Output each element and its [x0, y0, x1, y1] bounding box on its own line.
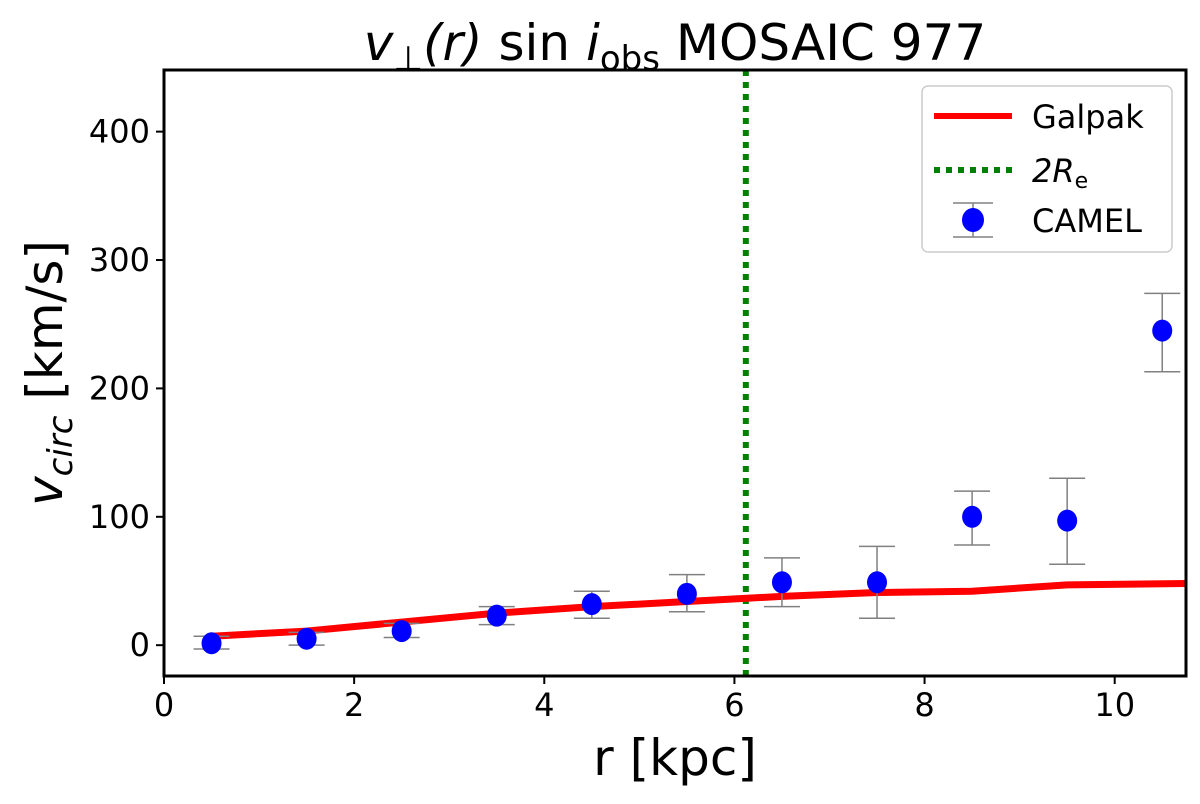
legend-galpak-label: Galpak	[1032, 98, 1144, 136]
legend-2re-label: 2Re	[1032, 152, 1088, 194]
camel-point	[201, 632, 222, 655]
plot-area	[193, 70, 1186, 676]
y-tick-label: 0	[130, 626, 150, 664]
x-tick-label: 6	[724, 686, 744, 724]
chart-title: v⊥(r) sin iobs MOSAIC 977	[364, 14, 986, 79]
camel-point	[771, 571, 792, 594]
camel-point	[962, 505, 983, 528]
camel-point	[391, 620, 412, 643]
x-tick-label: 8	[914, 686, 934, 724]
y-tick-label: 300	[89, 241, 150, 279]
x-tick-label: 10	[1094, 686, 1135, 724]
x-tick-label: 4	[534, 686, 554, 724]
galpak-line	[211, 580, 1186, 640]
legend-camel-label: CAMEL	[1032, 202, 1142, 240]
x-tick-label: 0	[154, 686, 174, 724]
camel-point	[676, 582, 697, 605]
axes-frame	[162, 68, 1188, 678]
legend-box	[921, 85, 1173, 253]
y-axis-label: vcirc [km/s]	[16, 240, 81, 506]
y-tick-label: 200	[89, 369, 150, 407]
camel-point	[486, 604, 507, 627]
legend: Galpak 2Re CAMEL	[921, 85, 1173, 253]
x-tick-label: 2	[344, 686, 364, 724]
legend-camel-marker	[962, 208, 984, 232]
y-tick-label: 100	[89, 498, 150, 536]
camel-point	[1152, 319, 1173, 342]
x-axis-label: r [kpc]	[593, 729, 757, 787]
series-group	[193, 70, 1186, 676]
camel-point	[867, 571, 888, 594]
camel-point	[581, 593, 602, 616]
y-tick-label: 400	[89, 113, 150, 151]
camel-point	[296, 627, 317, 650]
camel-point	[1057, 509, 1078, 532]
